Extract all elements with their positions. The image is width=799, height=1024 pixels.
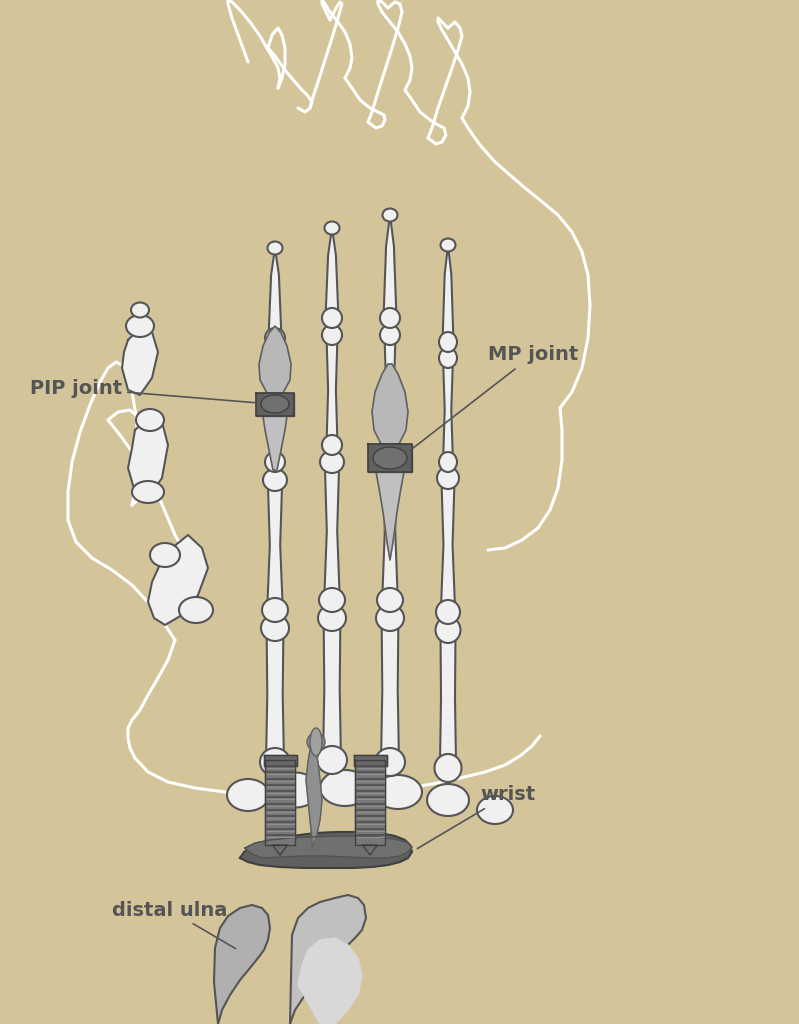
Ellipse shape (322, 435, 342, 455)
Ellipse shape (260, 748, 290, 776)
Ellipse shape (373, 447, 407, 469)
Polygon shape (269, 355, 280, 462)
Ellipse shape (439, 332, 457, 352)
Ellipse shape (436, 600, 460, 624)
Ellipse shape (320, 770, 370, 806)
Ellipse shape (263, 469, 287, 490)
Ellipse shape (265, 345, 285, 365)
Ellipse shape (374, 775, 422, 809)
Polygon shape (363, 845, 377, 855)
Polygon shape (441, 478, 455, 612)
Polygon shape (122, 328, 158, 395)
Ellipse shape (179, 597, 213, 623)
Ellipse shape (375, 748, 405, 776)
Polygon shape (325, 228, 339, 318)
Text: distal ulna: distal ulna (112, 900, 236, 948)
Ellipse shape (318, 605, 346, 631)
Polygon shape (259, 326, 291, 393)
Ellipse shape (324, 221, 340, 234)
Polygon shape (355, 760, 385, 845)
Ellipse shape (307, 733, 325, 751)
Polygon shape (443, 245, 454, 342)
Polygon shape (290, 895, 366, 1024)
Ellipse shape (380, 435, 400, 455)
Polygon shape (264, 755, 296, 766)
Ellipse shape (377, 588, 403, 612)
Ellipse shape (261, 615, 289, 641)
Ellipse shape (322, 308, 342, 328)
Polygon shape (376, 472, 404, 560)
Polygon shape (245, 836, 412, 858)
Polygon shape (323, 618, 341, 760)
Ellipse shape (319, 588, 345, 612)
Polygon shape (263, 416, 287, 470)
Polygon shape (440, 630, 456, 768)
Polygon shape (306, 745, 322, 848)
Polygon shape (240, 831, 412, 868)
Polygon shape (214, 905, 270, 1024)
Polygon shape (256, 393, 294, 416)
Ellipse shape (437, 467, 459, 489)
Polygon shape (272, 845, 288, 855)
Ellipse shape (227, 779, 269, 811)
Ellipse shape (131, 302, 149, 317)
Ellipse shape (265, 328, 285, 348)
Ellipse shape (376, 605, 404, 631)
Text: PIP joint: PIP joint (30, 379, 256, 402)
Ellipse shape (440, 239, 455, 252)
Text: wrist: wrist (417, 785, 535, 849)
Ellipse shape (439, 348, 457, 368)
Polygon shape (268, 248, 281, 338)
Ellipse shape (310, 728, 322, 756)
Ellipse shape (477, 796, 513, 824)
Polygon shape (266, 628, 284, 762)
Polygon shape (324, 462, 340, 600)
Ellipse shape (268, 242, 283, 255)
Ellipse shape (380, 308, 400, 328)
Polygon shape (148, 535, 208, 625)
Polygon shape (298, 938, 362, 1024)
Ellipse shape (126, 315, 154, 337)
Ellipse shape (262, 598, 288, 622)
Polygon shape (381, 618, 399, 762)
Ellipse shape (271, 772, 319, 808)
Polygon shape (382, 462, 398, 600)
Text: MP joint: MP joint (410, 345, 578, 451)
Ellipse shape (261, 395, 289, 413)
Ellipse shape (136, 409, 164, 431)
Ellipse shape (378, 451, 402, 473)
Ellipse shape (427, 784, 469, 816)
Ellipse shape (265, 452, 285, 472)
Ellipse shape (383, 209, 397, 221)
Ellipse shape (320, 451, 344, 473)
Ellipse shape (150, 543, 180, 567)
Polygon shape (368, 444, 412, 472)
Ellipse shape (435, 754, 462, 782)
Ellipse shape (380, 325, 400, 345)
Ellipse shape (322, 325, 342, 345)
Polygon shape (265, 760, 295, 845)
Polygon shape (372, 364, 408, 444)
Polygon shape (128, 418, 168, 498)
Polygon shape (443, 358, 453, 462)
Polygon shape (267, 480, 283, 610)
Polygon shape (353, 755, 387, 766)
Ellipse shape (132, 481, 164, 503)
Ellipse shape (435, 617, 460, 643)
Polygon shape (384, 335, 396, 445)
Ellipse shape (439, 452, 457, 472)
Polygon shape (384, 215, 396, 318)
Ellipse shape (317, 746, 347, 774)
Polygon shape (327, 335, 337, 445)
